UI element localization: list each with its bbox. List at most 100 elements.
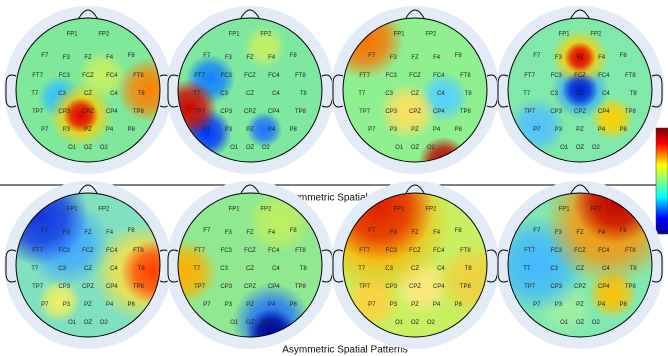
blob xyxy=(178,79,218,137)
electrode-label: TP8 xyxy=(295,284,307,290)
electrode-label: CZ xyxy=(576,266,584,272)
electrode-label: CZ xyxy=(84,266,92,272)
electrode-label: CP4 xyxy=(433,109,445,115)
ear xyxy=(651,249,663,283)
electrode-label: P4 xyxy=(598,127,606,133)
electrode-label: P8 xyxy=(620,302,628,308)
electrode-label: FT8 xyxy=(625,73,636,79)
topoplot: FP1 FP2 F7 F3 FZ F4 F8 FT7 FC3 FCZ FC4 FT8 T7 C3 CZ C4 T… xyxy=(496,6,664,174)
electrode-label: C4 xyxy=(272,266,280,272)
electrode-label: O1 xyxy=(230,145,239,151)
head-outline xyxy=(507,17,653,163)
electrode-label: F3 xyxy=(225,55,233,61)
electrode-label: CP4 xyxy=(268,284,280,290)
electrode-label: T8 xyxy=(465,266,473,272)
head-outline xyxy=(15,192,161,338)
electrode-label: FC4 xyxy=(106,248,118,254)
electrode-label: F3 xyxy=(225,230,233,236)
electrode-label: FT8 xyxy=(295,248,306,254)
electrode-label: PZ xyxy=(411,302,419,308)
electrode-label: TP8 xyxy=(295,109,307,115)
electrode-label: CP3 xyxy=(58,284,70,290)
electrode-label: C3 xyxy=(550,91,558,97)
electrode-label: CZ xyxy=(411,266,419,272)
electrode-label: F8 xyxy=(128,228,136,234)
electrode-label: CP4 xyxy=(268,109,280,115)
electrode-label: T8 xyxy=(138,266,146,272)
electrode-label: FP1 xyxy=(394,206,406,212)
electrode-label: TP7 xyxy=(524,109,536,115)
electrode-label: FT8 xyxy=(625,248,636,254)
electrode-label: TP8 xyxy=(625,284,637,290)
blob xyxy=(37,279,81,323)
electrode-label: P3 xyxy=(390,302,398,308)
electrode-label: FP1 xyxy=(559,206,571,212)
electrode-label: OZ xyxy=(576,145,585,151)
electrode-label: FP2 xyxy=(425,31,437,37)
electrode-label: FT7 xyxy=(32,248,43,254)
electrode-label: O1 xyxy=(68,320,77,326)
electrode-label: FC3 xyxy=(59,248,71,254)
ear xyxy=(167,249,179,283)
nose xyxy=(404,9,426,21)
blob xyxy=(16,193,88,266)
electrode-label: O1 xyxy=(560,320,569,326)
electrode-label: OZ xyxy=(246,320,255,326)
electrode-label: T7 xyxy=(31,266,39,272)
electrode-label: FZ xyxy=(246,230,254,236)
electrode-label: P8 xyxy=(455,127,463,133)
electrode-label: CP4 xyxy=(433,284,445,290)
electrode-label: C3 xyxy=(385,91,393,97)
electrode-label: FP2 xyxy=(98,206,110,212)
electrode-label: FCZ xyxy=(574,248,586,254)
electrode-label: P7 xyxy=(41,127,49,133)
electrode-label: P8 xyxy=(128,127,136,133)
ear xyxy=(5,249,17,283)
electrode-label: F8 xyxy=(128,53,136,59)
electrode-label: CP4 xyxy=(106,109,118,115)
electrode-label: P4 xyxy=(598,302,606,308)
electrode-label: TP8 xyxy=(625,109,637,115)
electrode-label: F4 xyxy=(268,55,276,61)
electrode-label: F4 xyxy=(433,230,441,236)
electrode-label: F7 xyxy=(368,228,376,234)
electrode-label: P3 xyxy=(555,302,563,308)
electrode-label: FCZ xyxy=(82,73,94,79)
blob xyxy=(343,193,433,262)
electrode-label: F7 xyxy=(533,53,541,59)
electrode-label: FP2 xyxy=(260,206,272,212)
electrode-label: FP1 xyxy=(229,31,241,37)
electrode-label: C4 xyxy=(272,91,280,97)
electrode-label: FP1 xyxy=(559,31,571,37)
electrode-label: TP8 xyxy=(133,284,145,290)
electrode-label: F8 xyxy=(620,228,628,234)
ear xyxy=(332,249,344,283)
electrode-label: FC4 xyxy=(433,248,445,254)
electrode-label: O2 xyxy=(262,320,271,326)
electrode-label: F8 xyxy=(455,53,463,59)
electrode-label: O1 xyxy=(230,320,239,326)
electrode-label: CPZ xyxy=(244,109,256,115)
electrode-label: FZ xyxy=(576,230,584,236)
electrode-label: F3 xyxy=(390,55,398,61)
electrode-label: FT7 xyxy=(359,248,370,254)
electrode-label: O2 xyxy=(592,320,601,326)
electrode-label: PZ xyxy=(84,302,92,308)
electrode-label: T8 xyxy=(138,91,146,97)
electrode-label: CPZ xyxy=(244,284,256,290)
ear xyxy=(497,74,509,108)
electrode-label: T8 xyxy=(465,91,473,97)
electrode-label: CP3 xyxy=(58,109,70,115)
electrode-label: F4 xyxy=(106,230,114,236)
electrode-label: P4 xyxy=(106,127,114,133)
electrode-label: C3 xyxy=(385,266,393,272)
head-outline xyxy=(507,192,653,338)
caption: Asymmetric Spatial Patterns xyxy=(282,345,408,356)
electrode-label: FCZ xyxy=(244,73,256,79)
electrode-label: TP7 xyxy=(359,284,371,290)
electrode-label: F4 xyxy=(598,230,606,236)
nose xyxy=(77,9,99,21)
electrode-label: P4 xyxy=(268,127,276,133)
topoplot: FP1 FP2 F7 F3 FZ F4 F8 FT7 FC3 FCZ FC4 FT8 T7 C3 CZ C4 T… xyxy=(496,181,664,349)
electrode-label: CZ xyxy=(246,266,254,272)
